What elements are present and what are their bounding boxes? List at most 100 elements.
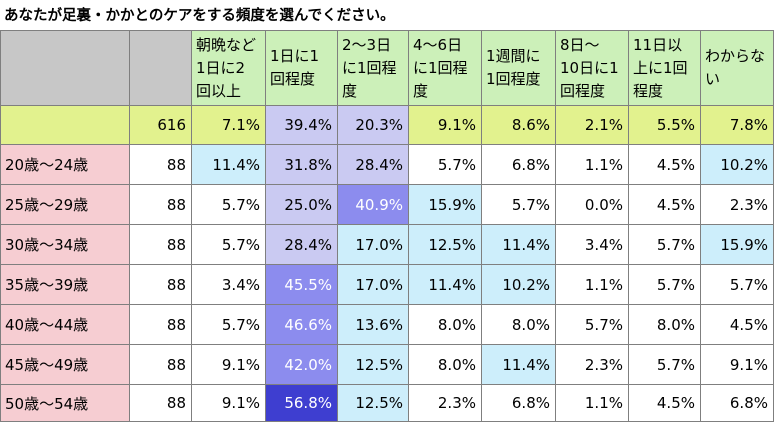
value-cell: 13.6%	[337, 304, 409, 345]
sample-size: 88	[129, 184, 192, 225]
value-cell: 11.4%	[408, 264, 482, 305]
value-cell: 8.0%	[408, 304, 482, 345]
sample-size: 88	[129, 384, 192, 422]
table-row: 40歳～44歳 88 5.7% 46.6% 13.6% 8.0% 8.0% 5.7% 8.0% 4…	[0, 304, 774, 345]
table-row: 25歳～29歳 88 5.7% 25.0% 40.9% 15.9% 5.7% 0.0% 4.5%…	[0, 184, 774, 225]
total-label	[0, 105, 130, 145]
row-label: 20歳～24歳	[0, 144, 130, 185]
value-cell: 17.0%	[337, 264, 409, 305]
value-cell: 3.4%	[555, 224, 629, 265]
value-cell: 56.8%	[265, 384, 338, 422]
value-cell: 6.8%	[481, 144, 556, 185]
value-cell: 20.3%	[337, 105, 409, 145]
value-cell: 9.1%	[191, 344, 266, 385]
value-cell: 8.0%	[408, 344, 482, 385]
column-header: 11日以 上に1回 程度	[628, 30, 701, 106]
total-row: 616 7.1% 39.4% 20.3% 9.1% 8.6% 2.1% 5.5% 7.8%	[0, 105, 774, 145]
value-cell: 5.7%	[191, 224, 266, 265]
table-row: 20歳～24歳 88 11.4% 31.8% 28.4% 5.7% 6.8% 1.1% 4.5%…	[0, 144, 774, 185]
value-cell: 11.4%	[481, 224, 556, 265]
value-cell: 28.4%	[265, 224, 338, 265]
value-cell: 10.2%	[481, 264, 556, 305]
value-cell: 1.1%	[555, 264, 629, 305]
value-cell: 6.8%	[700, 384, 774, 422]
value-cell: 6.8%	[481, 384, 556, 422]
row-label: 40歳～44歳	[0, 304, 130, 345]
value-cell: 39.4%	[265, 105, 338, 145]
value-cell: 4.5%	[628, 384, 701, 422]
row-label: 30歳～34歳	[0, 224, 130, 265]
value-cell: 4.5%	[628, 144, 701, 185]
column-header: わからない	[700, 30, 774, 106]
value-cell: 3.4%	[191, 264, 266, 305]
value-cell: 7.1%	[191, 105, 266, 145]
value-cell: 11.4%	[191, 144, 266, 185]
value-cell: 11.4%	[481, 344, 556, 385]
table-title: あなたが足裏・かかとのケアをする頻度を選んでください。	[4, 8, 395, 24]
row-label: 45歳～49歳	[0, 344, 130, 385]
value-cell: 9.1%	[191, 384, 266, 422]
value-cell: 5.7%	[628, 264, 701, 305]
sample-size: 88	[129, 144, 192, 185]
value-cell: 45.5%	[265, 264, 338, 305]
sample-size: 88	[129, 224, 192, 265]
value-cell: 1.1%	[555, 144, 629, 185]
value-cell: 28.4%	[337, 144, 409, 185]
row-label: 35歳～39歳	[0, 264, 130, 305]
value-cell: 4.5%	[700, 304, 774, 345]
value-cell: 40.9%	[337, 184, 409, 225]
value-cell: 5.7%	[481, 184, 556, 225]
value-cell: 15.9%	[408, 184, 482, 225]
column-header: 8日～ 10日に1 回程度	[555, 30, 629, 106]
value-cell: 5.7%	[628, 344, 701, 385]
value-cell: 9.1%	[408, 105, 482, 145]
value-cell: 5.7%	[191, 184, 266, 225]
table-body: 朝晩など 1日に2 回以上 1日に1 回程度 2～3日 に1回程度 4～6日 に1回程度 1週間に…	[0, 30, 774, 422]
row-label: 50歳～54歳	[0, 384, 130, 422]
value-cell: 5.7%	[628, 224, 701, 265]
column-header: 2～3日 に1回程度	[337, 30, 409, 106]
value-cell: 1.1%	[555, 384, 629, 422]
value-cell: 2.3%	[408, 384, 482, 422]
column-header: 4～6日 に1回程度	[408, 30, 482, 106]
value-cell: 5.7%	[700, 264, 774, 305]
value-cell: 12.5%	[408, 224, 482, 265]
column-header: 1週間に 1回程度	[481, 30, 556, 106]
frequency-table: 朝晩など 1日に2 回以上 1日に1 回程度 2～3日 に1回程度 4～6日 に1回程度 1週間に…	[0, 30, 774, 422]
table-row: 45歳～49歳 88 9.1% 42.0% 12.5% 8.0% 11.4% 2.3% 5.7%…	[0, 344, 774, 385]
value-cell: 5.7%	[191, 304, 266, 345]
value-cell: 5.7%	[408, 144, 482, 185]
value-cell: 5.7%	[555, 304, 629, 345]
value-cell: 7.8%	[700, 105, 774, 145]
value-cell: 5.5%	[628, 105, 701, 145]
value-cell: 9.1%	[700, 344, 774, 385]
sample-size: 88	[129, 304, 192, 345]
table-row: 30歳～34歳 88 5.7% 28.4% 17.0% 12.5% 11.4% 3.4% 5.7…	[0, 224, 774, 265]
value-cell: 4.5%	[628, 184, 701, 225]
header-n	[129, 30, 192, 106]
row-label: 25歳～29歳	[0, 184, 130, 225]
value-cell: 8.0%	[628, 304, 701, 345]
value-cell: 25.0%	[265, 184, 338, 225]
value-cell: 42.0%	[265, 344, 338, 385]
sample-size: 88	[129, 344, 192, 385]
sample-size: 88	[129, 264, 192, 305]
table-row: 50歳～54歳 88 9.1% 56.8% 12.5% 2.3% 6.8% 1.1% 4.5% 6…	[0, 384, 774, 422]
value-cell: 2.3%	[555, 344, 629, 385]
header-row: 朝晩など 1日に2 回以上 1日に1 回程度 2～3日 に1回程度 4～6日 に1回程度 1週間に…	[0, 30, 774, 106]
value-cell: 46.6%	[265, 304, 338, 345]
value-cell: 15.9%	[700, 224, 774, 265]
column-header: 1日に1 回程度	[265, 30, 338, 106]
table-row: 35歳～39歳 88 3.4% 45.5% 17.0% 11.4% 10.2% 1.1% 5.7…	[0, 264, 774, 305]
value-cell: 31.8%	[265, 144, 338, 185]
value-cell: 17.0%	[337, 224, 409, 265]
column-header: 朝晩など 1日に2 回以上	[191, 30, 266, 106]
value-cell: 2.3%	[700, 184, 774, 225]
sample-size: 616	[129, 105, 192, 145]
value-cell: 10.2%	[700, 144, 774, 185]
value-cell: 0.0%	[555, 184, 629, 225]
value-cell: 12.5%	[337, 384, 409, 422]
header-corner	[0, 30, 130, 106]
value-cell: 12.5%	[337, 344, 409, 385]
value-cell: 8.0%	[481, 304, 556, 345]
